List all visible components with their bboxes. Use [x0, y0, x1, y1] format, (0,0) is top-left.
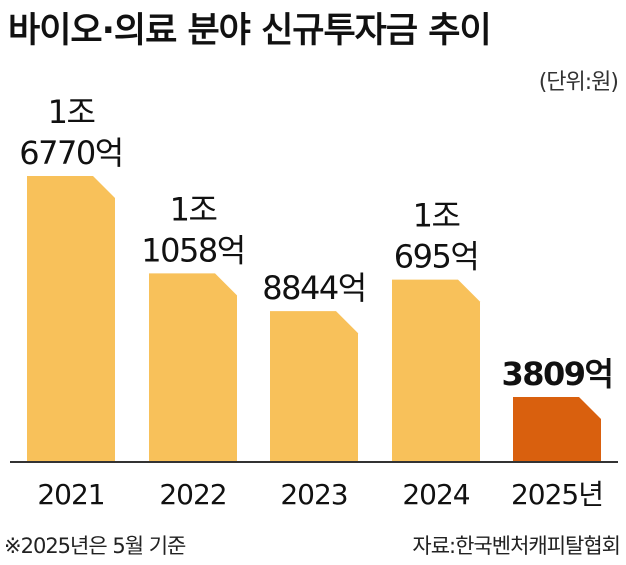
footnote: ※2025년은 5월 기준 [4, 534, 186, 558]
source-credit: 자료:한국벤처캐피탈협회 [412, 534, 621, 558]
x-tick-label-2024: 2024 [402, 478, 469, 511]
data-label-2022-line1: 1조 [170, 190, 217, 228]
data-label-2022-line2: 1058억 [141, 231, 244, 269]
bar-2022 [149, 273, 237, 462]
x-tick-label-2022: 2022 [159, 478, 226, 511]
data-label-2024-line1: 1조 [413, 197, 460, 235]
data-label-2025년-line1: 3809억 [501, 355, 612, 393]
bars-group [27, 176, 601, 462]
bar-2024 [392, 279, 480, 462]
unit-label: (단위:원) [538, 70, 619, 95]
chart-title: 바이오·의료 분야 신규투자금 추이 [8, 11, 492, 51]
bar-2023 [270, 311, 358, 462]
bar-2021 [27, 176, 115, 462]
data-label-2023-line1: 8844억 [262, 269, 365, 307]
data-label-2024-line2: 695억 [394, 238, 479, 276]
bar-2025년 [513, 397, 601, 462]
x-tick-label-2023: 2023 [280, 478, 347, 511]
x-tick-label-2021: 2021 [37, 478, 104, 511]
x-tick-label-2025년: 2025년 [511, 478, 603, 511]
x-tick-labels-group: 2021 2022 2023 2024 2025년 [37, 478, 604, 511]
data-label-2021-line1: 1조 [48, 93, 95, 131]
data-label-2021-line2: 6770억 [19, 134, 122, 172]
